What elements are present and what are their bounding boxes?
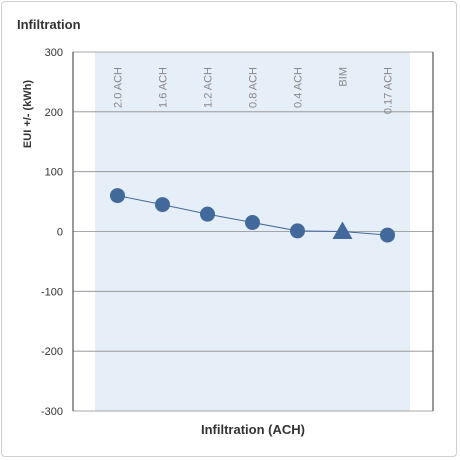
data-point-triangle[interactable] [332, 221, 353, 240]
x-axis-title: Infiltration (ACH) [201, 422, 305, 437]
data-point[interactable] [200, 206, 215, 222]
x-category-label: 0.8 ACH [248, 67, 260, 108]
y-tick-label: -300 [41, 406, 63, 418]
y-axis-title: EUI +/- (kWh) [22, 80, 34, 148]
y-tick-label: 200 [45, 107, 63, 119]
x-category-label: 0.17 ACH [383, 67, 395, 114]
data-point[interactable] [245, 215, 260, 231]
y-tick-label: 100 [45, 167, 63, 179]
x-category-label: BIM [338, 67, 350, 87]
x-category-label: 0.4 ACH [293, 67, 305, 108]
x-category-label: 1.6 ACH [158, 67, 170, 108]
y-tick-label: -200 [41, 346, 63, 358]
data-point[interactable] [155, 197, 170, 213]
chart-title: Infiltration [17, 17, 81, 32]
data-point[interactable] [110, 188, 125, 204]
y-tick-label: -100 [41, 286, 63, 298]
y-tick-label: 300 [45, 47, 63, 59]
x-category-label: 2.0 ACH [113, 67, 125, 108]
x-category-label: 1.2 ACH [203, 67, 215, 108]
data-point[interactable] [290, 223, 305, 239]
y-tick-label: 0 [57, 227, 63, 239]
data-point[interactable] [380, 227, 395, 243]
